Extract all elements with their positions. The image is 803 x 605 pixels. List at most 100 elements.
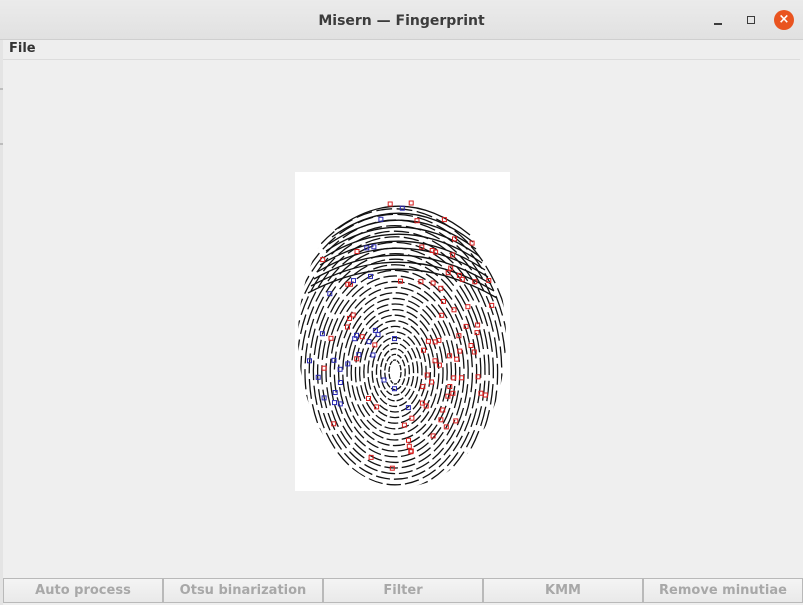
ridge-line bbox=[322, 233, 483, 264]
ridge-ending-marker bbox=[414, 218, 420, 224]
ridge-ending-marker bbox=[439, 312, 445, 318]
ridge-line bbox=[390, 342, 399, 345]
ridge-line bbox=[317, 389, 323, 409]
ridge-line bbox=[433, 361, 436, 378]
ridge-line bbox=[437, 469, 451, 482]
ridge-line bbox=[484, 282, 494, 302]
ridge-ending-marker bbox=[474, 330, 480, 336]
ridge-line bbox=[427, 407, 437, 422]
ridge-ending-marker bbox=[453, 418, 459, 424]
ridge-line bbox=[436, 373, 440, 390]
ridge-ending-marker bbox=[408, 449, 414, 455]
ridge-line bbox=[393, 393, 400, 396]
ridge-line bbox=[326, 387, 331, 406]
ridge-line bbox=[380, 314, 392, 320]
close-button[interactable]: × bbox=[774, 10, 794, 30]
ridge-line bbox=[374, 230, 390, 235]
minimize-button[interactable] bbox=[708, 10, 728, 30]
ridge-line bbox=[463, 413, 472, 432]
ridge-line bbox=[455, 420, 465, 438]
ridge-line bbox=[354, 442, 367, 454]
ridge-line bbox=[346, 298, 357, 313]
ridge-ending-marker bbox=[489, 302, 495, 308]
ridge-line bbox=[411, 414, 422, 425]
ridge-ending-marker bbox=[398, 278, 403, 284]
ridge-line bbox=[420, 223, 436, 231]
ridge-line bbox=[363, 430, 375, 441]
bifurcation-marker bbox=[331, 357, 337, 363]
ridge-line bbox=[487, 311, 494, 332]
ridge-line bbox=[313, 335, 319, 355]
ridge-line bbox=[448, 322, 456, 340]
ridge-line bbox=[345, 284, 358, 297]
bifurcation-marker bbox=[337, 401, 343, 407]
ridge-line bbox=[330, 335, 337, 354]
kmm-button[interactable]: KMM bbox=[483, 578, 643, 603]
ridge-line bbox=[300, 382, 305, 403]
window-left-edge bbox=[0, 40, 3, 605]
ridge-line bbox=[421, 348, 427, 363]
ridge-line bbox=[364, 463, 378, 472]
ridge-line bbox=[376, 208, 393, 212]
ridge-line bbox=[365, 489, 379, 491]
maximize-icon bbox=[747, 16, 755, 24]
ridge-line bbox=[342, 466, 357, 478]
ridge-line bbox=[475, 406, 483, 426]
ridge-line bbox=[298, 298, 299, 319]
ridge-line bbox=[433, 431, 444, 446]
ridge-line bbox=[386, 483, 401, 486]
ridge-line bbox=[376, 377, 381, 389]
ridge-line bbox=[364, 333, 373, 346]
ridge-line bbox=[352, 415, 362, 429]
ridge-line bbox=[367, 377, 372, 390]
ridge-line bbox=[357, 404, 366, 418]
ridge-line bbox=[365, 402, 375, 414]
title-bar[interactable]: Misern — Fingerprint × bbox=[0, 0, 803, 40]
edge-mark bbox=[0, 143, 3, 145]
ridge-line bbox=[388, 366, 391, 373]
ridge-line bbox=[389, 416, 400, 419]
ridge-line bbox=[346, 360, 349, 377]
maximize-button[interactable] bbox=[741, 10, 761, 30]
ridge-line bbox=[335, 486, 350, 487]
ridge-line bbox=[408, 364, 411, 375]
ridge-line bbox=[377, 351, 383, 362]
ridge-ending-marker bbox=[472, 279, 478, 285]
ridge-line bbox=[320, 230, 335, 245]
filter-button[interactable]: Filter bbox=[323, 578, 483, 603]
ridge-line bbox=[313, 254, 492, 285]
ridge-line bbox=[406, 305, 418, 313]
ridge-line bbox=[399, 371, 402, 378]
ridge-ending-marker bbox=[475, 374, 481, 380]
ridge-line bbox=[433, 438, 445, 452]
ridge-line bbox=[407, 350, 413, 360]
ridge-line bbox=[386, 438, 399, 441]
otsu-binarization-button[interactable]: Otsu binarization bbox=[163, 578, 323, 603]
ridge-line bbox=[377, 488, 391, 491]
ridge-ending-marker bbox=[408, 200, 414, 206]
ridge-line bbox=[380, 389, 387, 398]
ridge-line bbox=[300, 355, 303, 377]
ridge-line bbox=[368, 398, 377, 409]
bifurcation-marker bbox=[381, 377, 387, 383]
bifurcation-marker bbox=[337, 380, 343, 385]
ridge-ending-marker bbox=[452, 236, 457, 242]
ridge-line bbox=[356, 270, 370, 280]
ridge-line bbox=[389, 252, 404, 255]
ridge-line bbox=[427, 353, 431, 369]
ridge-line bbox=[411, 470, 426, 478]
remove-minutiae-button[interactable]: Remove minutiae bbox=[643, 578, 803, 603]
ridge-line bbox=[436, 224, 452, 235]
ridge-line bbox=[377, 410, 388, 417]
auto-process-button[interactable]: Auto process bbox=[3, 578, 163, 603]
ridge-line bbox=[305, 247, 319, 263]
ridge-line bbox=[464, 397, 471, 417]
ridge-line bbox=[317, 473, 331, 487]
ridge-ending-marker bbox=[432, 339, 438, 345]
menu-file[interactable]: File bbox=[9, 41, 36, 56]
ridge-line bbox=[492, 390, 498, 412]
ridge-line bbox=[475, 305, 484, 324]
ridge-line bbox=[458, 482, 472, 487]
ridge-line bbox=[381, 471, 396, 475]
ridge-line bbox=[300, 471, 312, 487]
